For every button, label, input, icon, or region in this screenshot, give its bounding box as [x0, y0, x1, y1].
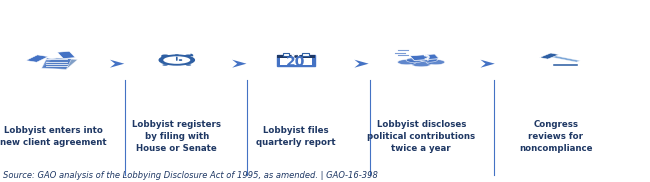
Text: 20: 20 [286, 55, 306, 69]
Polygon shape [110, 60, 124, 68]
FancyBboxPatch shape [280, 58, 312, 65]
Polygon shape [544, 54, 580, 62]
Circle shape [186, 64, 191, 66]
Text: Congress
reviews for
noncompliance: Congress reviews for noncompliance [519, 120, 593, 153]
Circle shape [175, 54, 179, 56]
Polygon shape [540, 53, 559, 59]
Text: Lobbyist registers
by filing with
House or Senate: Lobbyist registers by filing with House … [133, 120, 221, 153]
Circle shape [406, 58, 423, 63]
Circle shape [421, 57, 437, 62]
Text: Source: GAO analysis of the Lobbying Disclosure Act of 1995, as amended. | GAO-1: Source: GAO analysis of the Lobbying Dis… [3, 171, 378, 180]
Polygon shape [354, 60, 369, 68]
Circle shape [426, 60, 445, 65]
Text: Lobbyist files
quarterly report: Lobbyist files quarterly report [256, 126, 335, 147]
Circle shape [162, 64, 168, 66]
Circle shape [398, 60, 416, 65]
Circle shape [163, 56, 190, 64]
Ellipse shape [47, 57, 57, 59]
Text: Oct.: Oct. [287, 52, 305, 61]
FancyBboxPatch shape [277, 55, 315, 58]
FancyBboxPatch shape [302, 54, 309, 56]
Polygon shape [232, 60, 246, 68]
Polygon shape [26, 55, 48, 62]
Polygon shape [42, 58, 72, 69]
Circle shape [411, 61, 431, 67]
Circle shape [161, 54, 169, 57]
Polygon shape [57, 51, 75, 59]
Circle shape [185, 54, 192, 57]
Text: Lobbyist discloses
political contributions
twice a year: Lobbyist discloses political contributio… [367, 120, 475, 153]
Circle shape [159, 55, 194, 65]
Text: Lobbyist enters into
new client agreement: Lobbyist enters into new client agreemen… [0, 126, 107, 147]
Circle shape [413, 56, 429, 60]
Text: $: $ [422, 51, 431, 62]
Polygon shape [480, 60, 495, 68]
FancyBboxPatch shape [277, 55, 315, 66]
Polygon shape [42, 58, 77, 70]
Polygon shape [410, 54, 439, 60]
FancyBboxPatch shape [283, 54, 289, 56]
FancyBboxPatch shape [553, 64, 578, 66]
